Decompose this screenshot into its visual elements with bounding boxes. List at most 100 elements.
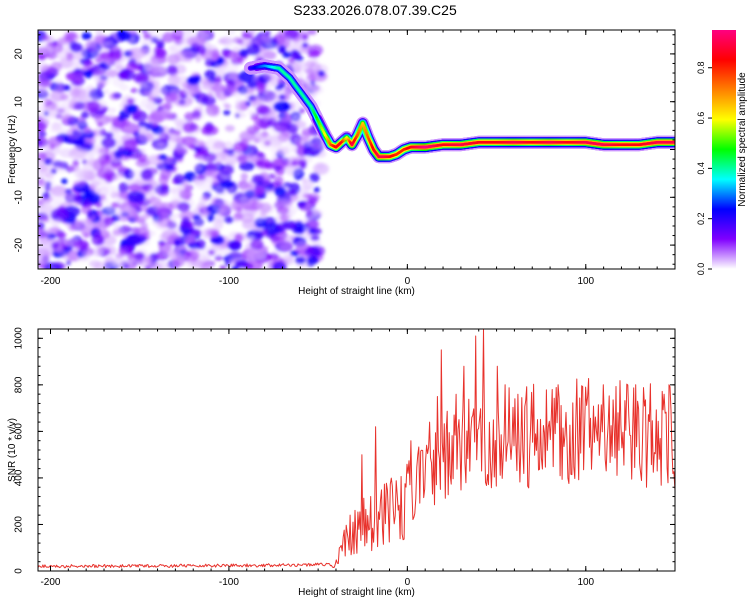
noise-blob — [250, 145, 256, 151]
noise-blob — [305, 220, 319, 229]
noise-blob — [110, 192, 117, 199]
colorbar-tick-label: 0.4 — [696, 162, 706, 175]
noise-blob — [262, 178, 271, 186]
noise-blob — [176, 52, 185, 58]
bottom-x-label: -200 — [40, 577, 60, 588]
noise-blob — [108, 108, 116, 113]
noise-blob — [225, 125, 235, 132]
noise-blob — [318, 70, 325, 77]
noise-blob — [83, 127, 91, 134]
noise-blob — [270, 43, 280, 50]
noise-blob — [227, 240, 242, 250]
noise-blob — [305, 60, 315, 67]
noise-blob — [48, 137, 63, 148]
noise-blob — [73, 160, 80, 167]
noise-blob — [74, 240, 89, 251]
noise-blob — [50, 193, 66, 203]
noise-blob — [221, 154, 238, 165]
noise-blob — [190, 229, 201, 236]
noise-blob — [205, 138, 223, 149]
noise-blob — [121, 123, 140, 135]
noise-blob — [201, 125, 218, 135]
noise-blob — [250, 239, 263, 250]
noise-blob — [73, 194, 82, 202]
noise-blob — [83, 60, 94, 67]
noise-blob — [66, 71, 83, 81]
noise-blob — [46, 36, 54, 43]
colorbar-tick-label: 0.8 — [696, 61, 706, 74]
noise-blob — [162, 32, 175, 43]
noise-blob — [308, 50, 320, 59]
noise-blob — [306, 73, 315, 81]
noise-blob — [34, 186, 44, 194]
noise-blob — [231, 200, 243, 211]
noise-blob — [43, 205, 50, 212]
noise-blob — [117, 31, 132, 42]
noise-blob — [277, 206, 290, 214]
top-x-label: -100 — [219, 276, 239, 287]
noise-blob — [162, 111, 173, 120]
noise-blob — [143, 33, 151, 39]
noise-blob — [135, 207, 142, 213]
bottom-y-label: 800 — [14, 376, 25, 393]
noise-blob — [61, 114, 74, 123]
noise-blob — [38, 131, 47, 137]
noise-blob — [220, 37, 233, 45]
noise-blob — [128, 184, 141, 192]
noise-blob — [157, 142, 165, 147]
noise-blob — [265, 30, 271, 36]
bottom-x-label: -100 — [219, 577, 239, 588]
noise-blob — [254, 231, 261, 239]
noise-blob — [111, 163, 123, 170]
noise-blob — [42, 217, 50, 223]
noise-blob — [223, 110, 231, 115]
noise-blob — [153, 132, 165, 140]
noise-blob — [168, 45, 176, 54]
noise-blob — [140, 49, 155, 59]
noise-blob — [141, 205, 147, 212]
noise-blob — [221, 181, 234, 189]
noise-blob — [207, 92, 213, 98]
noise-blob — [196, 239, 205, 249]
top-x-axis-label: Height of straight line (km) — [298, 286, 415, 297]
noise-blob — [108, 117, 116, 123]
top-y-label: 20 — [14, 48, 25, 60]
noise-blob — [302, 42, 308, 48]
noise-blob — [219, 165, 234, 176]
noise-blob — [74, 139, 85, 146]
noise-blob — [73, 180, 86, 188]
noise-blob — [59, 91, 66, 96]
noise-blob — [174, 213, 182, 218]
noise-blob — [58, 233, 66, 238]
noise-blob — [223, 250, 231, 256]
noise-blob — [155, 78, 160, 83]
noise-blob — [104, 89, 109, 94]
noise-blob — [35, 152, 47, 160]
noise-blob — [197, 32, 210, 40]
noise-blob — [298, 159, 307, 166]
noise-blob — [91, 144, 104, 153]
noise-blob — [31, 252, 49, 263]
noise-blob — [248, 110, 256, 116]
noise-blob — [274, 187, 286, 197]
noise-blob — [95, 74, 111, 86]
noise-blob — [163, 102, 172, 110]
noise-blob — [162, 90, 167, 96]
noise-blob — [199, 195, 209, 204]
noise-blob — [256, 105, 270, 115]
noise-blob — [197, 174, 206, 180]
noise-blob — [295, 139, 302, 146]
noise-blob — [195, 146, 209, 155]
noise-blob — [294, 121, 306, 129]
noise-blob — [102, 207, 114, 216]
noise-blob — [123, 139, 137, 151]
noise-blob — [149, 185, 161, 195]
noise-blob — [283, 104, 291, 110]
noise-blob — [141, 38, 153, 46]
noise-blob — [79, 119, 88, 125]
noise-blob — [75, 220, 91, 229]
noise-blob — [279, 94, 286, 100]
